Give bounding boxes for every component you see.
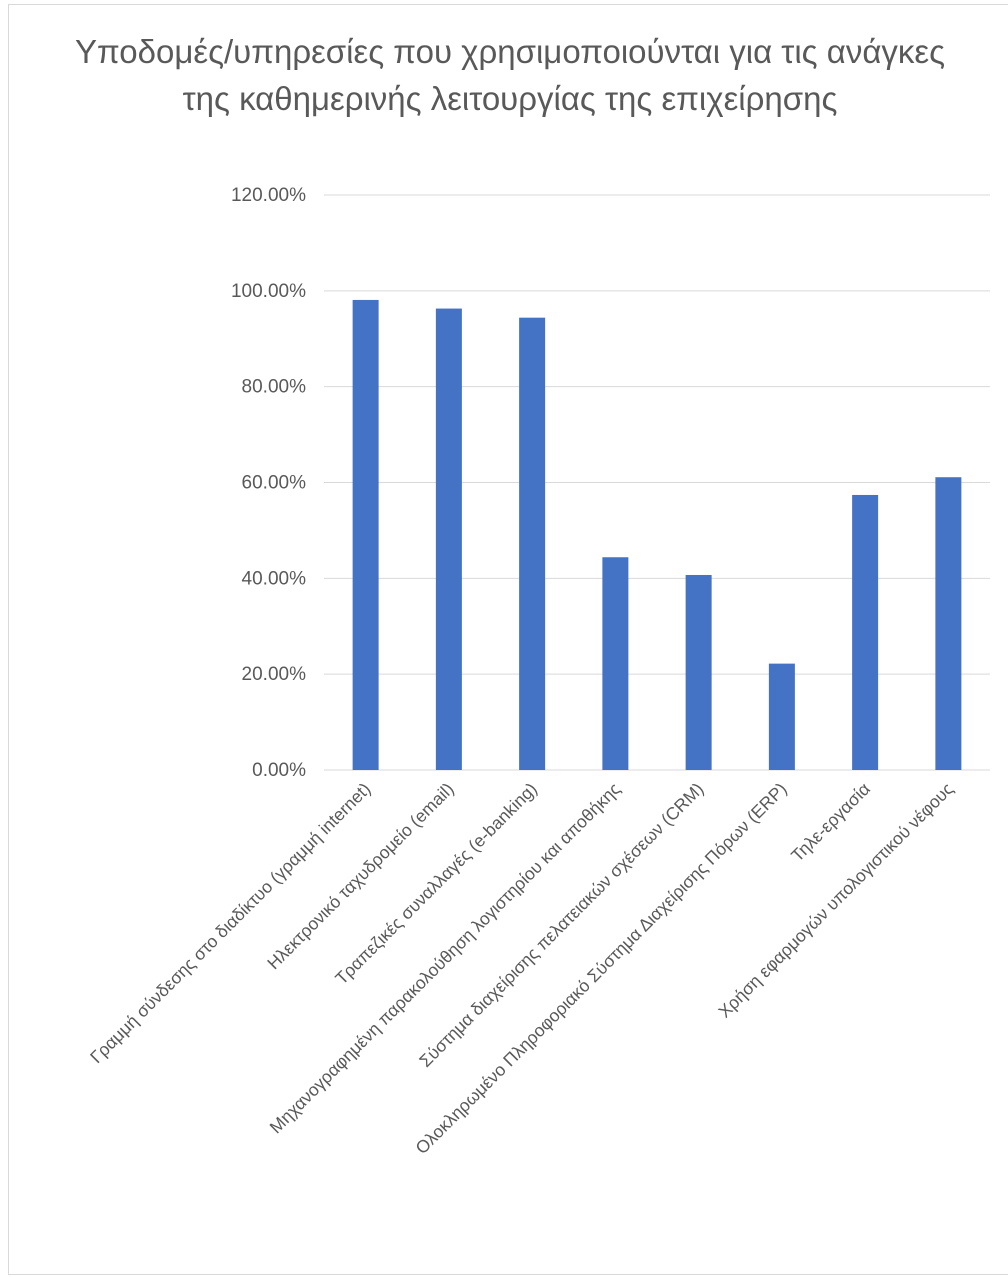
x-axis-labels: Γραμμή σύνδεσης στο διαδίκτυο (γραμμή in… [86,779,957,1158]
bar [768,663,795,770]
bar [435,308,462,770]
y-tick-label: 0.00% [252,760,306,781]
bar [519,317,546,770]
x-category-label: Τηλε-εργασία [787,779,874,866]
gridlines [324,194,990,771]
bar [352,299,379,770]
y-tick-label: 20.00% [242,664,307,685]
y-axis-ticks: 0.00% 20.00% 40.00% 60.00% 80.00% 100.00% 120.… [231,185,306,781]
y-tick-label: 60.00% [242,473,307,494]
bar [602,557,629,770]
bars [352,299,962,770]
x-category-label: Σύστημα διαχείρισης πελατειακών σχέσεων … [415,779,707,1071]
y-tick-label: 40.00% [242,568,307,589]
chart-frame [8,4,1008,1275]
bar [852,494,879,770]
x-category-label: Ολοκληρωμένο Πληροφοριακό Σύστημα Διαχεί… [411,779,790,1158]
y-tick-label: 120.00% [231,185,306,206]
y-tick-label: 100.00% [231,281,306,302]
bar [685,574,712,770]
chart-title: Υποδομές/υπηρεσίες που χρησιμοποιούνται … [74,33,946,117]
bar [935,477,962,770]
x-category-label: Γραμμή σύνδεσης στο διαδίκτυο (γραμμή in… [86,779,374,1067]
y-tick-label: 80.00% [242,377,307,398]
